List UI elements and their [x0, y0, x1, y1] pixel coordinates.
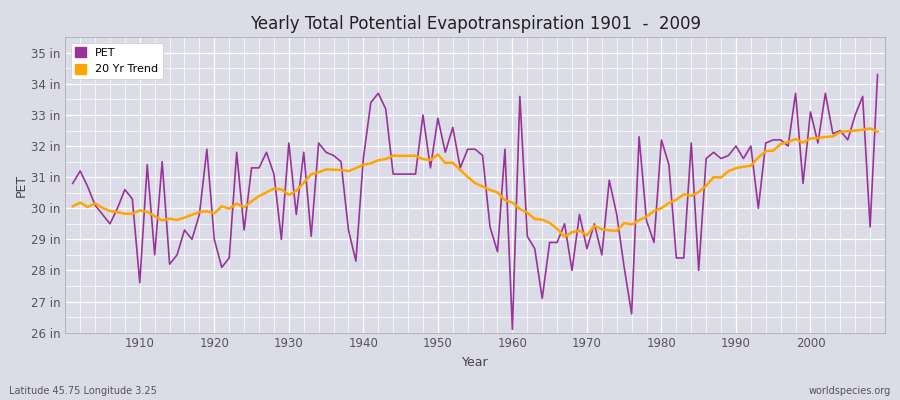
PET	[872, 72, 883, 77]
Text: worldspecies.org: worldspecies.org	[809, 386, 891, 396]
PET	[336, 159, 346, 164]
Title: Yearly Total Potential Evapotranspiration 1901  -  2009: Yearly Total Potential Evapotranspiratio…	[249, 15, 700, 33]
20 Yr Trend	[865, 126, 876, 131]
20 Yr Trend	[507, 200, 517, 205]
20 Yr Trend	[559, 234, 570, 239]
20 Yr Trend	[291, 188, 302, 193]
20 Yr Trend	[68, 204, 78, 209]
Legend: PET, 20 Yr Trend: PET, 20 Yr Trend	[71, 43, 163, 79]
PET	[604, 178, 615, 183]
PET	[127, 196, 138, 201]
20 Yr Trend	[872, 129, 883, 134]
Line: 20 Yr Trend: 20 Yr Trend	[73, 128, 878, 237]
PET	[291, 212, 302, 217]
Line: PET: PET	[73, 75, 878, 330]
Text: Latitude 45.75 Longitude 3.25: Latitude 45.75 Longitude 3.25	[9, 386, 157, 396]
PET	[68, 181, 78, 186]
20 Yr Trend	[500, 198, 510, 202]
20 Yr Trend	[604, 228, 615, 233]
PET	[500, 147, 510, 152]
20 Yr Trend	[336, 168, 346, 172]
X-axis label: Year: Year	[462, 356, 489, 369]
PET	[507, 327, 517, 332]
PET	[515, 94, 526, 99]
20 Yr Trend	[127, 211, 138, 216]
Y-axis label: PET: PET	[15, 173, 28, 196]
